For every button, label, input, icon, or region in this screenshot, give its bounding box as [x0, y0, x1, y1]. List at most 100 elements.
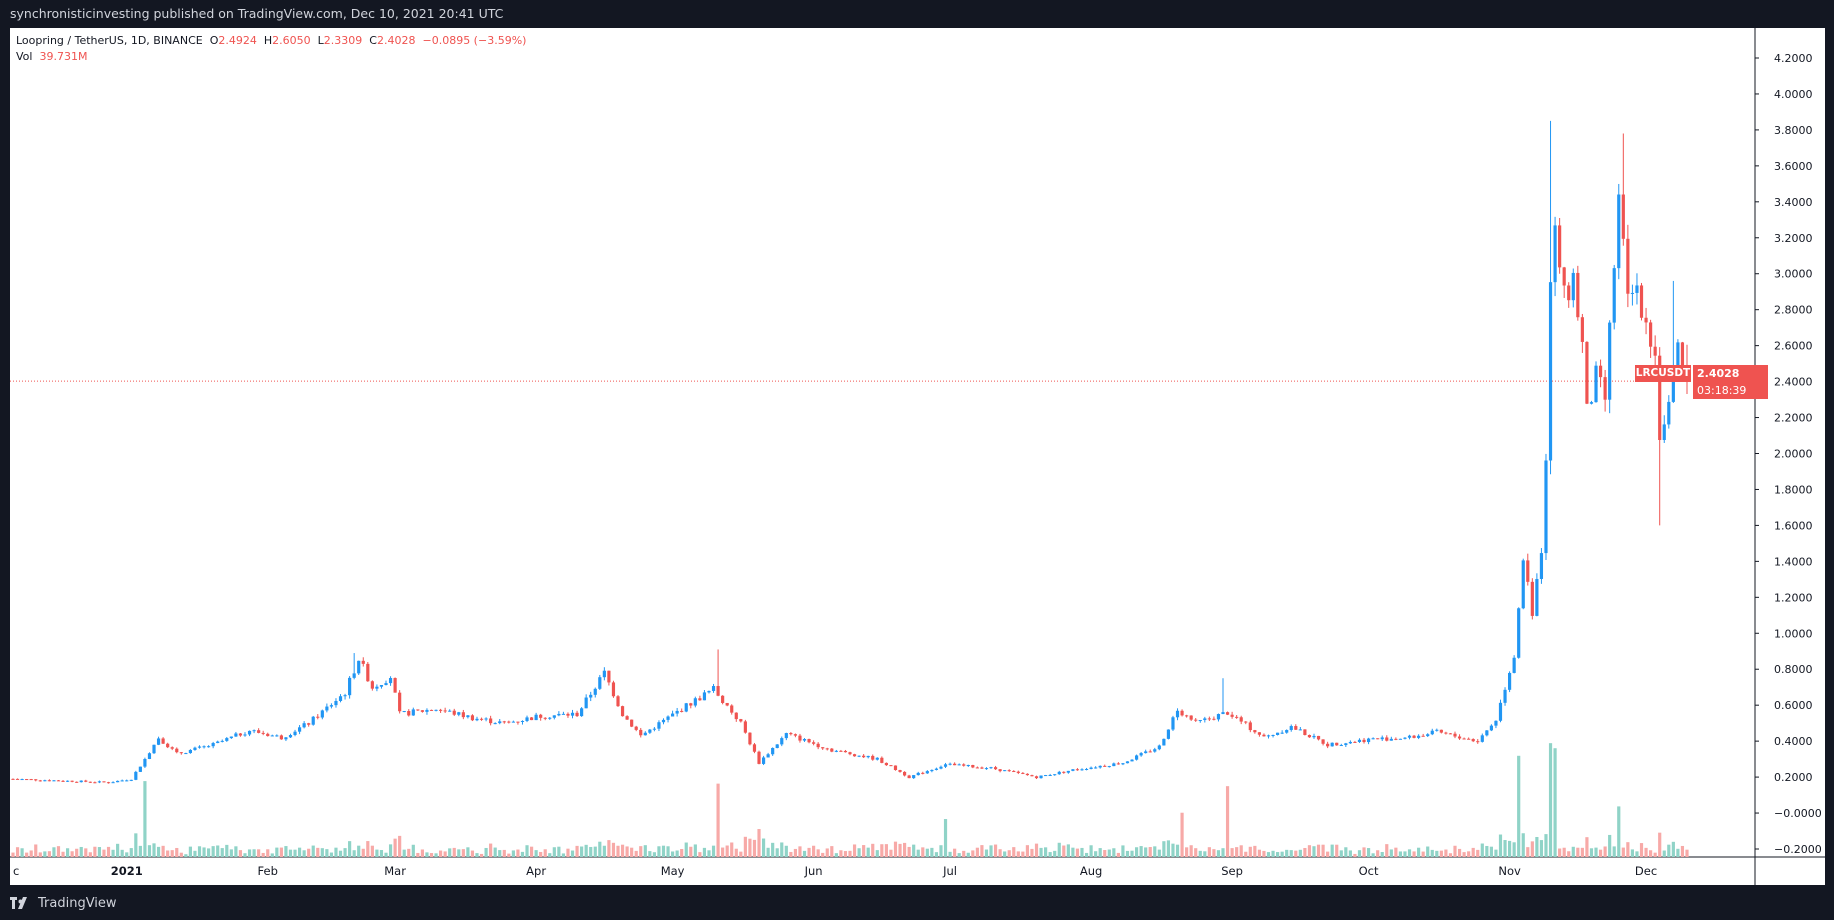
volume-bar: [907, 846, 911, 857]
candle-body: [452, 710, 456, 715]
volume-bar: [1203, 851, 1207, 857]
volume-bar: [156, 846, 161, 857]
volume-bar: [493, 847, 497, 857]
candle-body: [834, 750, 838, 752]
volume-bar: [570, 850, 575, 857]
candle-body: [984, 768, 989, 770]
vol-label: Vol: [16, 50, 33, 63]
candle-body: [689, 703, 693, 706]
volume-bar: [1025, 845, 1029, 857]
volume-bar: [575, 845, 579, 857]
volume-bar: [1253, 845, 1257, 857]
volume-bar: [343, 848, 347, 857]
volume-bar: [338, 850, 343, 857]
y-tick-label: 0.4000: [1774, 735, 1813, 748]
volume-bar: [884, 844, 888, 857]
candle-body: [616, 696, 620, 707]
volume-bar: [1448, 853, 1453, 857]
candle-body: [207, 746, 211, 748]
volume-bar: [657, 846, 661, 857]
volume-bar: [116, 843, 120, 857]
candle-body: [407, 711, 411, 716]
volume-bar: [761, 838, 766, 857]
high-label: H: [263, 34, 273, 47]
candle-body: [702, 692, 707, 701]
candle-body: [1444, 732, 1448, 734]
price-chart[interactable]: 4.2000 4.0000 3.8000 3.6000 3.4000 3.2000 3.00…: [10, 28, 1825, 885]
volume-bar: [1030, 848, 1034, 857]
symbol-badge: LRCUSDT: [1635, 365, 1691, 382]
volume-bar: [307, 848, 311, 857]
volume-bar: [1676, 848, 1680, 857]
candle-body: [1421, 735, 1425, 737]
volume-bar: [1344, 847, 1348, 857]
y-tick-label: 0.2000: [1774, 771, 1813, 784]
chart-panel[interactable]: 4.2000 4.0000 3.8000 3.6000 3.4000 3.2000 3.00…: [10, 28, 1825, 885]
candle-body: [1348, 741, 1352, 744]
volume-bar: [912, 844, 916, 857]
ohlc-legend: Loopring / TetherUS, 1D, BINANCE O2.4924…: [16, 34, 526, 47]
volume-bar: [693, 844, 697, 857]
candle-body: [1539, 553, 1544, 579]
x-tick-label: May: [661, 864, 685, 878]
tradingview-logo[interactable]: TradingView: [10, 896, 117, 911]
volume-bar: [1403, 851, 1407, 857]
candle-body: [429, 709, 434, 711]
volume-bar: [402, 849, 406, 857]
candle-body: [375, 686, 379, 689]
candle-body: [1298, 729, 1302, 731]
candle-body: [43, 780, 47, 782]
candle-body: [343, 695, 347, 697]
candle-body: [1053, 774, 1057, 776]
candle-body: [1230, 714, 1234, 717]
volume-bar: [880, 844, 884, 857]
volume-bar: [416, 852, 420, 857]
candle-body: [1403, 737, 1407, 739]
candle-body: [620, 706, 625, 717]
volume-bar: [1580, 847, 1584, 857]
volume-bar: [1062, 845, 1066, 857]
x-tick-label: c: [13, 864, 19, 878]
volume-bar: [1630, 849, 1635, 857]
y-tick-label: 3.4000: [1774, 196, 1813, 209]
candle-body: [1216, 714, 1221, 720]
volume-bar: [1130, 850, 1134, 857]
volume-bar: [889, 849, 893, 857]
close-label: C: [369, 34, 377, 47]
volume-bar: [106, 846, 111, 857]
volume-bar: [1417, 847, 1421, 857]
candle-body: [111, 782, 115, 784]
candle-body: [1025, 773, 1029, 776]
volume-bar: [834, 853, 838, 857]
candle-body: [170, 747, 174, 749]
bar-countdown: 03:18:39: [1697, 384, 1747, 397]
candle-body: [825, 748, 829, 750]
candle-body: [793, 734, 798, 736]
candle-body: [1430, 730, 1434, 735]
volume-bar: [1667, 844, 1671, 857]
volume-bar: [311, 845, 315, 857]
candle-body: [338, 696, 343, 701]
volume-bar: [807, 847, 811, 857]
candle-body: [420, 710, 424, 712]
volume-bar: [984, 849, 989, 857]
volume-bar: [484, 847, 488, 857]
candle-body: [1139, 753, 1143, 756]
volume-bar: [939, 845, 943, 857]
candle-body: [311, 716, 315, 725]
candle-body: [1380, 737, 1384, 740]
candle-body: [898, 770, 902, 772]
volume-bar: [866, 847, 870, 857]
candle-body: [493, 723, 497, 725]
candle-body: [366, 663, 370, 682]
volume-bar: [1266, 852, 1271, 857]
volume-bar: [1489, 846, 1493, 857]
volume-bar: [1321, 844, 1325, 857]
candle-body: [1103, 765, 1107, 767]
candle-body: [1667, 401, 1671, 425]
candle-body: [225, 738, 229, 741]
volume-bar: [84, 848, 88, 857]
candle-body: [570, 712, 575, 716]
candle-body: [1639, 285, 1644, 318]
candle-body: [29, 779, 33, 781]
